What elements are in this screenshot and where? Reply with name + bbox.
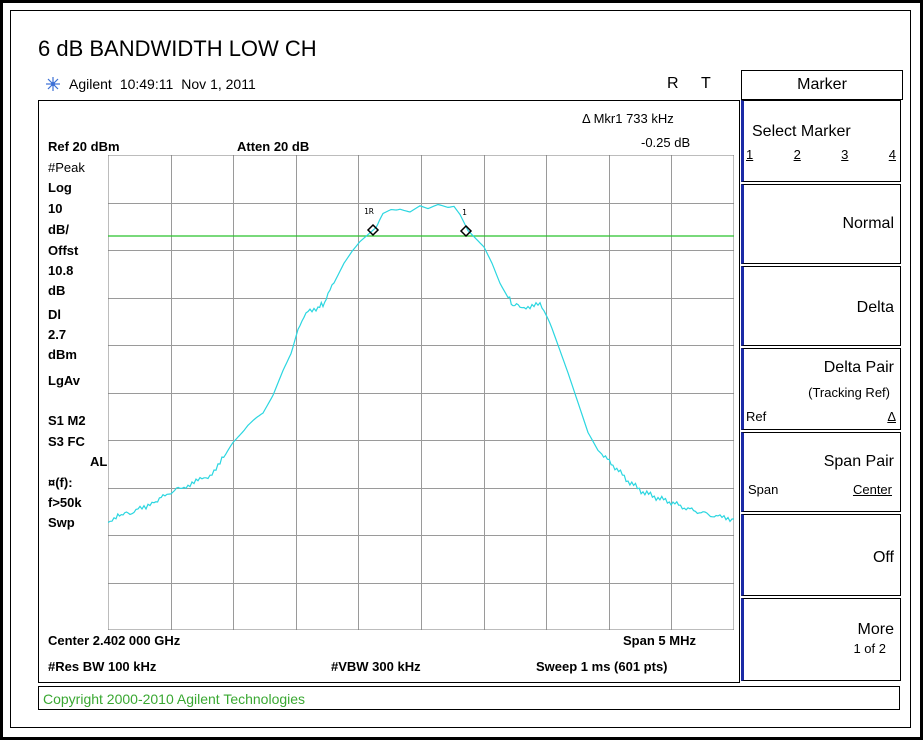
svg-text:1R: 1R (364, 207, 374, 216)
trace-display: 1R 1 (108, 155, 734, 630)
plot-title: 6 dB BANDWIDTH LOW CH (38, 36, 317, 61)
normal-key[interactable]: Normal (741, 184, 901, 264)
left-annotation-5: 10.8 (48, 263, 74, 278)
delta-pair-sub: (Tracking Ref) (808, 385, 890, 400)
sweep-time: Sweep 1 ms (601 pts) (536, 659, 668, 674)
select-marker-key[interactable]: Select Marker 1 2 3 4 (741, 100, 901, 182)
spectrum-trace (108, 203, 734, 524)
off-label: Off (872, 549, 894, 566)
span-pair-key[interactable]: Span Pair Span Center (741, 432, 901, 512)
left-annotation-3: dB/ (48, 222, 69, 237)
left-annotation-11: S1 M2 (48, 413, 86, 428)
left-annotation-10: LgAv (48, 373, 81, 388)
inner-frame (10, 10, 911, 728)
delta-label: Delta (856, 299, 894, 316)
svg-text:1: 1 (462, 208, 467, 217)
left-annotation-4: Offst (48, 243, 79, 258)
marker-readout: Δ Mkr1 733 kHz (582, 111, 674, 126)
remote-indicator: R (667, 75, 679, 92)
reference-level: Ref 20 dBm (48, 139, 120, 154)
delta-pair-label: Delta Pair (823, 359, 894, 376)
copyright-bar: Copyright 2000-2010 Agilent Technologies (38, 686, 900, 710)
left-annotation-13: AL (90, 454, 108, 469)
normal-label: Normal (842, 215, 894, 232)
delta-pair-delta: Δ (887, 409, 896, 424)
select-marker-1[interactable]: 1 (746, 147, 754, 162)
vbw: #VBW 300 kHz (331, 659, 421, 674)
delta-pair-key[interactable]: Delta Pair (Tracking Ref) Ref Δ (741, 348, 901, 430)
span-pair-span: Span (748, 482, 779, 497)
delta-key[interactable]: Delta (741, 266, 901, 346)
more-label: More (857, 621, 894, 638)
brand-name: Agilent (69, 76, 112, 92)
delta-pair-ref: Ref (746, 409, 767, 424)
span-pair-label: Span Pair (823, 453, 894, 470)
left-annotation-7: Dl (48, 307, 61, 322)
span-pair-center: Center (852, 482, 892, 497)
attenuation: Atten 20 dB (237, 139, 310, 154)
select-marker-3[interactable]: 3 (841, 147, 849, 162)
instrument-header: Agilent 10:49:11 Nov 1, 2011 (45, 75, 256, 93)
left-annotation-2: 10 (48, 201, 63, 216)
left-annotation-6: dB (48, 283, 66, 298)
off-key[interactable]: Off (741, 514, 901, 596)
softkey-menu-title: Marker (741, 70, 903, 100)
left-annotation-12: S3 FC (48, 434, 85, 449)
select-marker-2[interactable]: 2 (793, 147, 801, 162)
marker-1r: 1R (364, 207, 380, 237)
center-frequency: Center 2.402 000 GHz (48, 633, 181, 648)
left-annotation-1: Log (48, 180, 72, 195)
left-annotation-0: #Peak (48, 160, 85, 175)
left-annotation-16: Swp (48, 515, 75, 530)
header-date: Nov 1, 2011 (181, 76, 256, 92)
left-annotation-8: 2.7 (48, 327, 67, 342)
more-key[interactable]: More 1 of 2 (741, 598, 901, 681)
trigger-indicator: T (701, 75, 711, 92)
left-annotation-15: f>50k (48, 495, 82, 510)
marker-1: 1 (459, 208, 473, 238)
more-page: 1 of 2 (853, 641, 886, 656)
left-annotation-14: ¤(f): (48, 475, 73, 490)
agilent-spark-icon (45, 76, 61, 92)
res-bw: #Res BW 100 kHz (48, 659, 157, 674)
marker-delta-value: -0.25 dB (641, 135, 691, 150)
analyzer-screen (38, 100, 740, 683)
select-marker-4[interactable]: 4 (888, 147, 896, 162)
left-annotation-9: dBm (48, 347, 77, 362)
header-time: 10:49:11 (119, 76, 174, 92)
span-readout: Span 5 MHz (623, 633, 696, 648)
select-marker-label: Select Marker (752, 123, 851, 140)
